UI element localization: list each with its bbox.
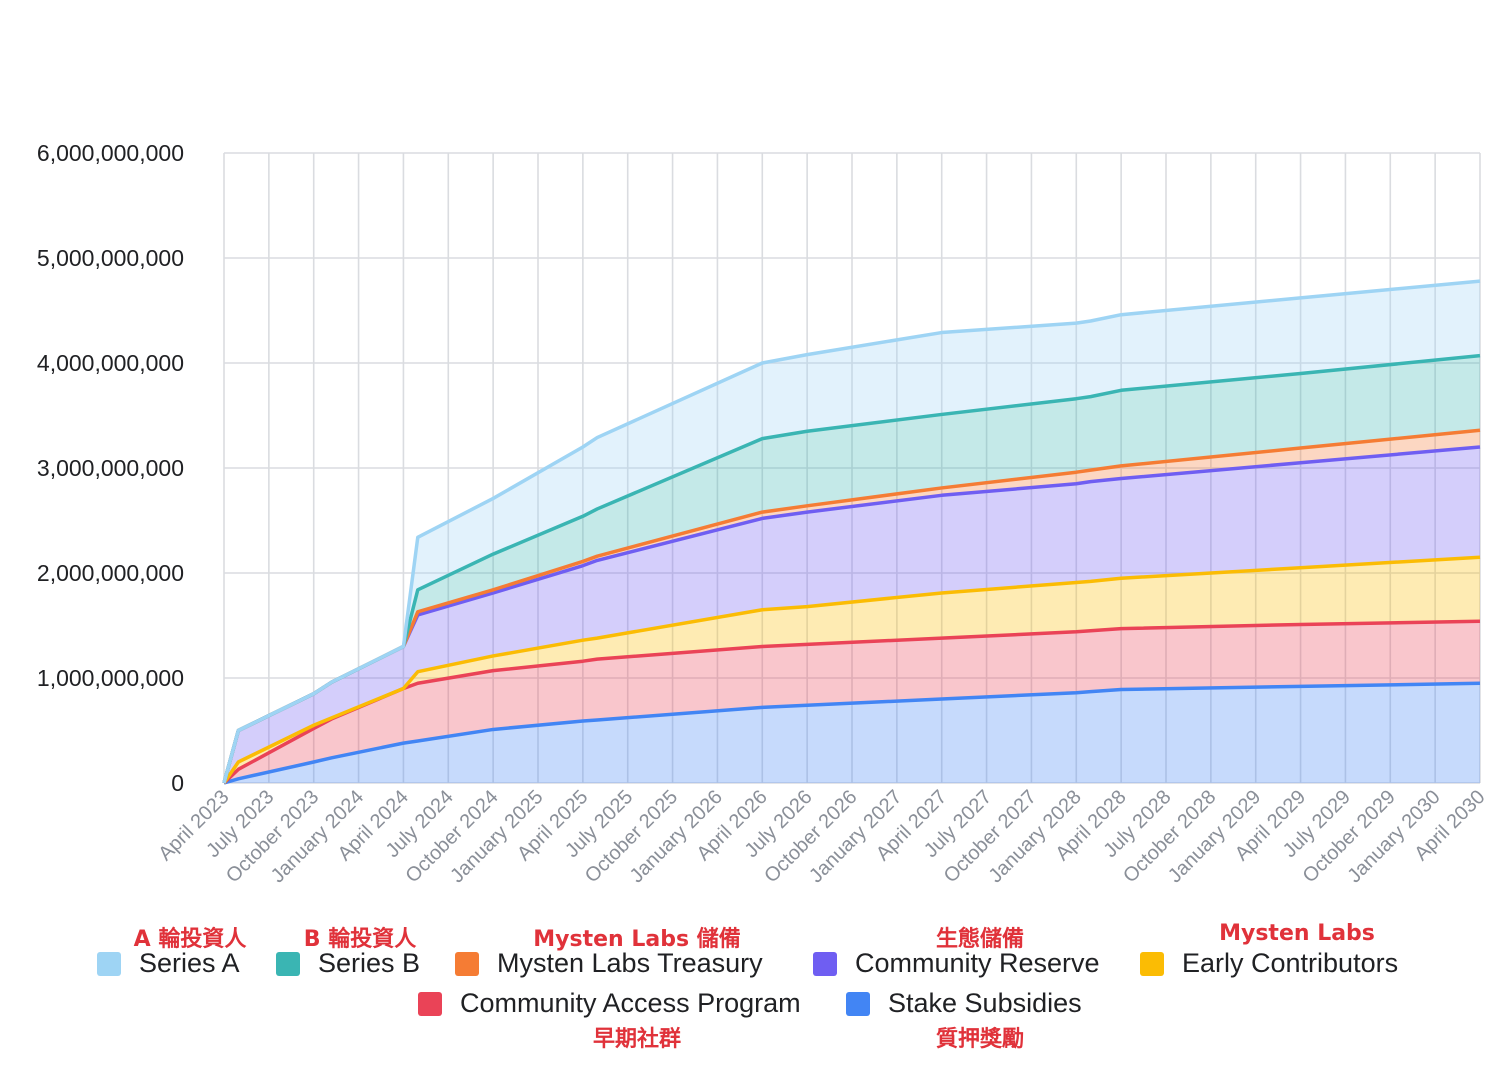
stacked-area-chart: 0 1,000,000,000 2,000,000,000 3,000,000,000… <box>37 140 1490 887</box>
area-community-reserve <box>224 447 1480 783</box>
chart-areas <box>224 281 1480 783</box>
legend-item-community-access[interactable]: Community Access Program <box>418 988 801 1019</box>
legend-swatch-series-a <box>97 951 121 976</box>
legend-item-community-reserve[interactable]: Community Reserve <box>813 948 1100 979</box>
legend-label-community-reserve: Community Reserve <box>855 948 1100 978</box>
line-early-contributors <box>222 555 1481 784</box>
area-early-contributors <box>224 557 1480 783</box>
y-tick-label: 1,000,000,000 <box>37 665 184 691</box>
y-tick-label: 4,000,000,000 <box>37 350 184 376</box>
y-tick-label: 5,000,000,000 <box>37 245 184 271</box>
chart-lines <box>222 279 1481 785</box>
y-tick-label: 3,000,000,000 <box>37 455 184 481</box>
annotation-early-contributors: Mysten Labs <box>1219 921 1375 946</box>
annotation-series-a: A 輪投資人 <box>133 927 247 952</box>
legend-label-series-b: Series B <box>318 948 421 978</box>
y-tick-label: 2,000,000,000 <box>37 560 184 586</box>
annotation-stake-subsidies: 質押獎勵 <box>935 1027 1025 1052</box>
legend-swatch-stake-subsidies <box>846 991 870 1016</box>
legend-item-treasury[interactable]: Mysten Labs Treasury <box>455 948 763 979</box>
area-series-a <box>224 281 1480 783</box>
legend-label-series-a: Series A <box>139 948 240 978</box>
legend-label-treasury: Mysten Labs Treasury <box>497 948 763 978</box>
annotation-treasury: Mysten Labs 儲備 <box>533 927 741 952</box>
legend-label-stake-subsidies: Stake Subsidies <box>888 988 1082 1018</box>
line-stake-subsidies <box>223 681 1481 785</box>
y-axis: 0 1,000,000,000 2,000,000,000 3,000,000,000… <box>37 140 184 796</box>
annotation-community-reserve: 生態儲備 <box>935 927 1025 952</box>
legend-item-series-b[interactable]: Series B <box>276 948 420 979</box>
line-series-a <box>222 279 1481 784</box>
legend-swatch-series-b <box>276 951 300 976</box>
legend-item-stake-subsidies[interactable]: Stake Subsidies <box>846 988 1082 1019</box>
annotation-series-b: B 輪投資人 <box>303 927 417 952</box>
legend-label-early-contributors: Early Contributors <box>1182 948 1399 978</box>
legend-item-early-contributors[interactable]: Early Contributors <box>1140 948 1398 979</box>
legend-item-series-a[interactable]: Series A <box>97 948 240 979</box>
y-tick-label: 0 <box>171 770 184 796</box>
area-series-b <box>224 355 1480 783</box>
legend-swatch-community-reserve <box>813 951 837 976</box>
legend-swatch-treasury <box>455 951 479 976</box>
legend-swatch-community-access <box>418 991 442 1016</box>
legend-swatch-early-contributors <box>1140 951 1164 976</box>
y-tick-label: 6,000,000,000 <box>37 140 184 166</box>
legend-label-community-access: Community Access Program <box>460 988 801 1018</box>
chart-grid <box>223 152 1481 784</box>
area-stake-subsidies <box>224 683 1480 783</box>
annotation-community-access: 早期社群 <box>592 1027 682 1052</box>
